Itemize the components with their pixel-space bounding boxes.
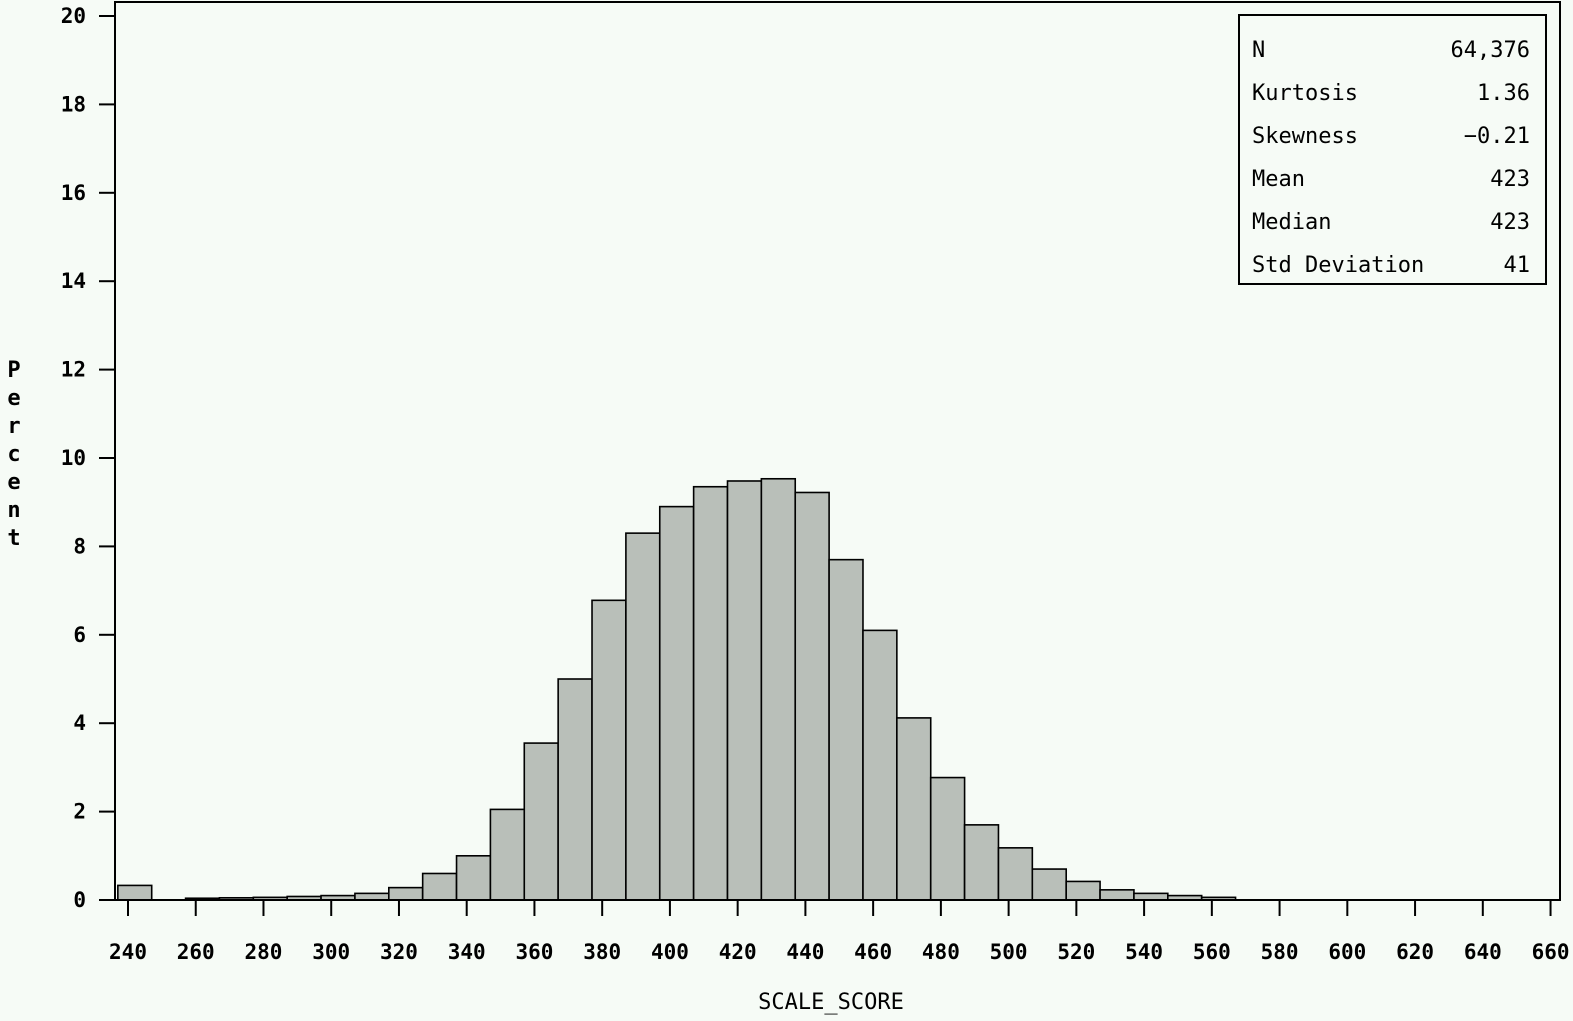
y-tick-label: 4 [73, 711, 86, 735]
histogram-bar [726, 480, 763, 901]
y-axis-title-letter: P [7, 358, 20, 383]
stats-value: 423 [1490, 210, 1530, 235]
bars-group [117, 477, 1237, 901]
histogram-bar [1065, 880, 1101, 901]
y-tick-label: 14 [61, 269, 86, 293]
y-axis-title-letter: r [7, 414, 20, 439]
stats-value: −0.21 [1464, 124, 1530, 149]
y-tick-label: 18 [61, 92, 86, 116]
histogram-bar [1031, 868, 1067, 901]
histogram-bar [828, 558, 864, 901]
x-tick-label: 580 [1261, 940, 1299, 964]
histogram-bar [1099, 889, 1135, 901]
y-tick-label: 0 [73, 888, 86, 912]
plot-frame [114, 1, 1561, 901]
y-tick-label: 12 [61, 358, 86, 382]
x-tick-label: 620 [1396, 940, 1434, 964]
x-tick-label: 340 [448, 940, 486, 964]
stats-value: 41 [1504, 253, 1531, 278]
x-tick-label: 560 [1193, 940, 1231, 964]
histogram-bar [896, 717, 932, 901]
histogram-bar [557, 678, 593, 901]
histogram-bar [489, 808, 526, 901]
histogram-bar [794, 491, 830, 901]
y-tick-label: 10 [61, 446, 86, 470]
x-tick-label: 240 [109, 940, 147, 964]
x-tick-label: 360 [515, 940, 553, 964]
stats-value: 423 [1490, 167, 1530, 192]
stats-label: N [1252, 38, 1265, 63]
x-tick-label: 480 [922, 940, 960, 964]
stats-label: Median [1252, 210, 1331, 235]
histogram-bar [862, 629, 898, 901]
x-tick-label: 300 [312, 940, 350, 964]
y-axis-title-letter: e [7, 470, 20, 495]
histogram-bar [997, 847, 1034, 901]
stats-label: Skewness [1252, 124, 1358, 149]
histogram-bar [963, 824, 1000, 901]
x-tick-label: 420 [719, 940, 757, 964]
histogram-bar [455, 854, 492, 901]
x-tick-label: 460 [854, 940, 892, 964]
axes-group: 240 260 280 300 320 340 360 380 400 420 440 460 480 5… [61, 1, 1570, 964]
histogram-bar [421, 872, 458, 901]
stats-label: Std Deviation [1252, 253, 1424, 278]
y-axis-title-letter: e [7, 386, 20, 411]
histogram-bar [387, 886, 424, 901]
x-tick-label: 380 [583, 940, 621, 964]
histogram-bar [692, 485, 729, 901]
histogram-bar [625, 532, 661, 901]
x-tick-label: 440 [786, 940, 824, 964]
y-tick-label: 16 [61, 181, 86, 205]
y-tick-label: 8 [73, 534, 86, 558]
x-axis-title: SCALE_SCORE [758, 990, 904, 1015]
x-tick-label: 320 [380, 940, 418, 964]
x-tick-label: 400 [651, 940, 689, 964]
histogram-bar [929, 776, 966, 901]
histogram-bar [523, 742, 559, 901]
stats-value: 64,376 [1451, 38, 1530, 63]
y-axis-title-letter: t [7, 526, 20, 551]
histogram-bar [117, 884, 153, 901]
x-tick-label: 640 [1464, 940, 1502, 964]
y-tick-label: 20 [61, 4, 86, 28]
histogram-bar [658, 505, 695, 901]
y-axis-title-letter: c [7, 442, 20, 467]
stats-label: Kurtosis [1252, 81, 1358, 106]
x-tick-label: 600 [1328, 940, 1366, 964]
x-tick-label: 520 [1057, 940, 1095, 964]
y-axis-title-letter: n [7, 498, 20, 523]
x-tick-label: 660 [1532, 940, 1570, 964]
y-tick-label: 2 [73, 800, 86, 824]
histogram-bar [760, 477, 797, 901]
x-tick-label: 500 [990, 940, 1028, 964]
x-tick-label: 260 [177, 940, 215, 964]
stats-box-frame [1238, 14, 1547, 285]
x-tick-label: 540 [1125, 940, 1163, 964]
stats-value: 1.36 [1477, 81, 1530, 106]
stats-label: Mean [1252, 167, 1305, 192]
y-tick-label: 6 [73, 623, 86, 647]
histogram-bar [591, 599, 627, 901]
stats-box: N 64,376 Kurtosis 1.36 Skewness −0.21 Mean 423 M… [1238, 14, 1547, 285]
x-tick-label: 280 [245, 940, 283, 964]
